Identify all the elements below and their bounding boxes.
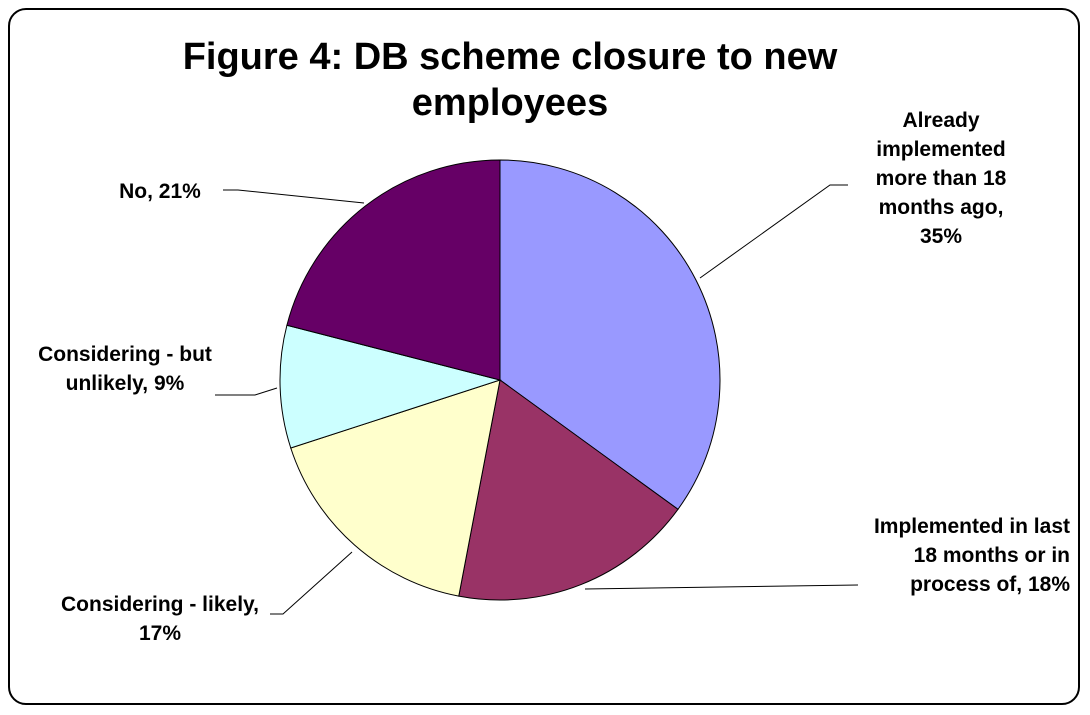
pie-slice-considering-likely: [290, 379, 501, 597]
pie-slice-considering-unlikely: [279, 324, 502, 449]
pie-slice-already-implemented: [499, 159, 721, 511]
pie-slice-no: [286, 159, 501, 381]
pie-slice-implemented-last-18-months: [458, 379, 679, 601]
slice-label-no: No, 21%: [119, 180, 201, 203]
slice-label-considering-likely: Considering - likely, 17%: [61, 593, 259, 645]
leader-line-considering-unlikely: [215, 387, 278, 396]
slice-label-considering-unlikely: Considering - but unlikely, 9%: [38, 343, 212, 395]
slice-label-already-implemented: Already implemented more than 18 months …: [875, 109, 1007, 248]
leader-line-considering-likely: [270, 551, 353, 615]
leader-line-implemented-last-18-months: [584, 584, 859, 590]
leader-line-no: [223, 189, 365, 204]
chart-title: Figure 4: DB scheme closure to new emplo…: [182, 36, 838, 124]
leader-line-already-implemented: [699, 184, 848, 279]
slice-label-implemented-last-18-months: Implemented in last 18 months or in proc…: [873, 515, 1070, 596]
